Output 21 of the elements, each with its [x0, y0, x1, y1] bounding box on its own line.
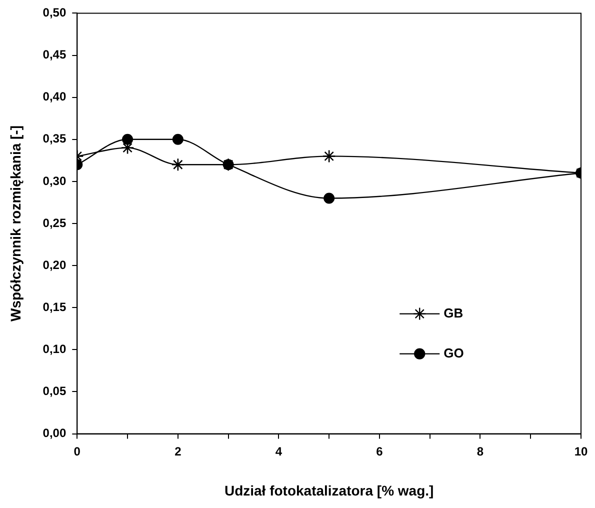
y-tick-label: 0,50	[42, 6, 66, 20]
y-tick-label: 0,25	[42, 216, 66, 230]
y-tick-label: 0,45	[42, 48, 66, 62]
y-tick-label: 0,05	[42, 384, 66, 398]
legend-label: GB	[444, 305, 464, 320]
y-tick-label: 0,15	[42, 300, 66, 314]
x-tick-label: 8	[476, 444, 484, 458]
x-tick-label: 2	[174, 444, 182, 458]
x-tick-label: 10	[574, 444, 588, 458]
y-tick-label: 0,00	[42, 426, 66, 440]
y-tick-label: 0,10	[42, 342, 66, 356]
y-axis-title: Współczynnik rozmiękania [-]	[7, 125, 24, 322]
legend-label: GO	[444, 345, 464, 360]
x-tick-label: 6	[376, 444, 384, 458]
x-axis-title: Udział fotokatalizatora [% wag.]	[224, 482, 434, 498]
y-tick-label: 0,40	[42, 90, 66, 104]
x-tick-label: 0	[74, 444, 81, 458]
y-tick-label: 0,35	[42, 132, 66, 146]
y-tick-label: 0,20	[42, 258, 66, 272]
x-tick-label: 4	[275, 444, 282, 458]
y-tick-label: 0,30	[42, 174, 66, 188]
